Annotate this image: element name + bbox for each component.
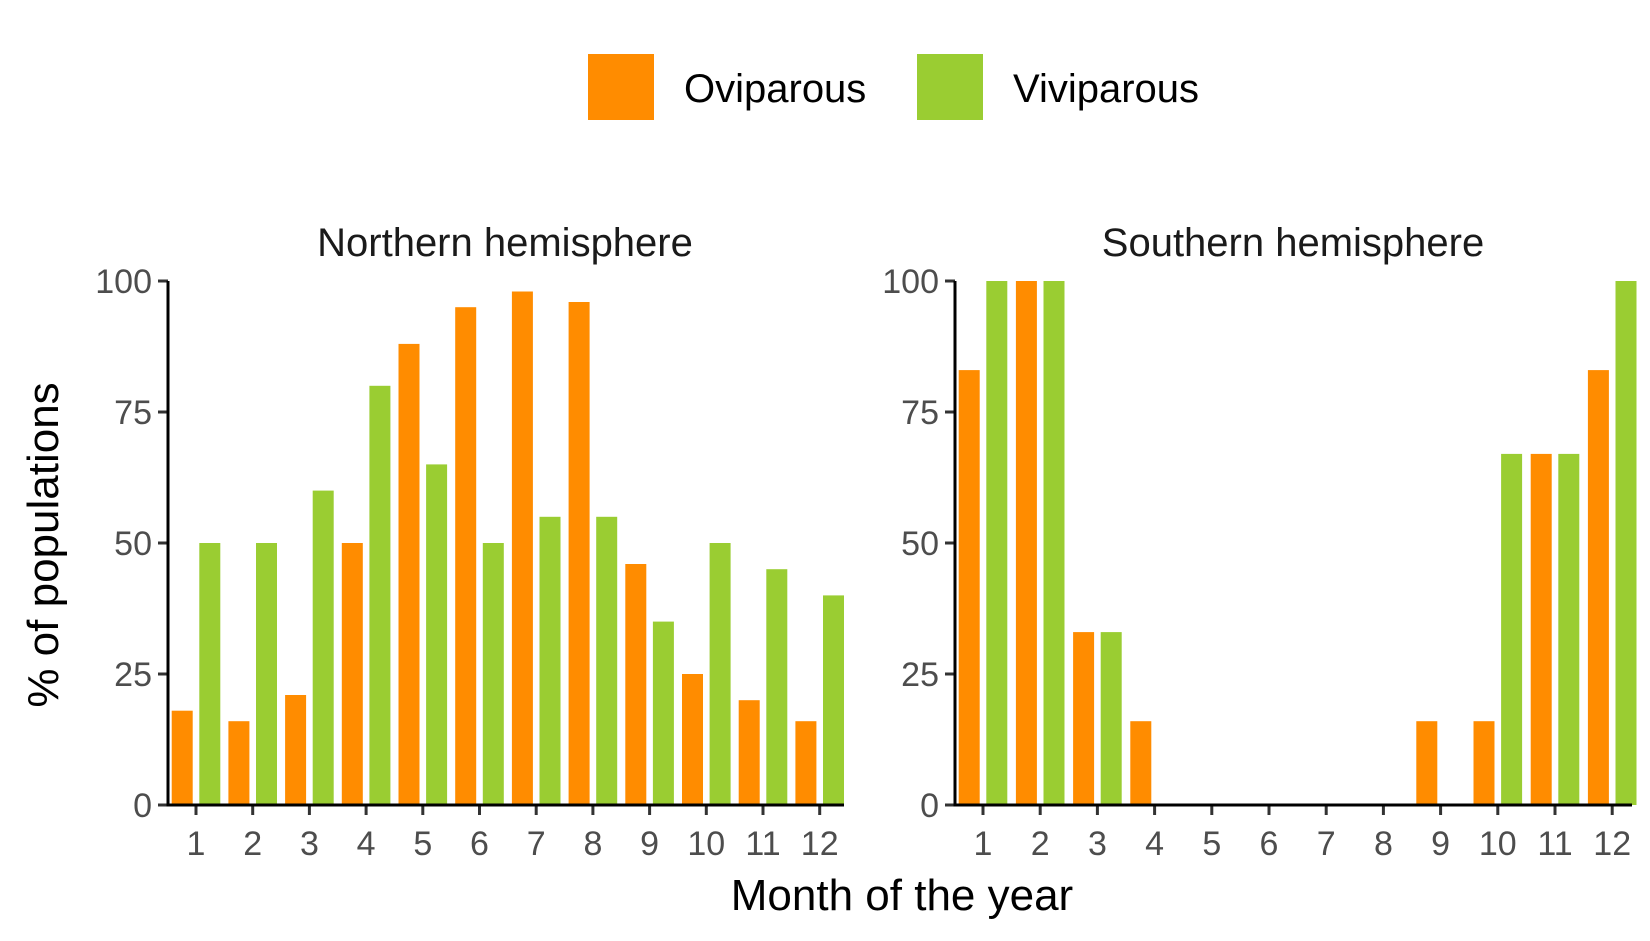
y-tick-label-southern-100: 100: [882, 263, 939, 301]
bar-northern-oviparous-10: [682, 674, 703, 805]
x-tick-label-northern-9: 9: [640, 825, 659, 863]
bar-northern-oviparous-6: [455, 307, 477, 805]
legend-swatch-oviparous: [588, 54, 654, 120]
legend: Oviparous Viviparous: [588, 54, 1199, 120]
x-tick-label-southern-11: 11: [1537, 825, 1572, 863]
y-tick-label-northern-0: 0: [133, 787, 152, 825]
x-tick-label-southern-4: 4: [1145, 825, 1164, 863]
x-tick-label-northern-12: 12: [801, 825, 839, 863]
y-tick-label-northern-50: 50: [114, 525, 152, 563]
bar-southern-oviparous-10: [1473, 721, 1495, 805]
bar-southern-viviparous-2: [1043, 281, 1065, 805]
bar-southern-viviparous-11: [1558, 453, 1580, 805]
bar-northern-oviparous-2: [228, 721, 250, 805]
y-tick-label-northern-25: 25: [114, 656, 152, 694]
x-tick-label-southern-2: 2: [1031, 825, 1050, 863]
x-tick-label-northern-11: 11: [745, 825, 780, 863]
bar-southern-oviparous-12: [1587, 370, 1609, 805]
x-tick-label-southern-1: 1: [974, 825, 993, 863]
x-tick-label-southern-10: 10: [1479, 825, 1517, 863]
bar-northern-oviparous-9: [625, 564, 647, 805]
x-tick-label-northern-10: 10: [687, 825, 725, 863]
bar-northern-oviparous-3: [285, 695, 307, 805]
x-tick-label-northern-2: 2: [243, 825, 262, 863]
x-tick-label-northern-7: 7: [527, 825, 546, 863]
bar-northern-viviparous-10: [709, 543, 731, 805]
bar-northern-oviparous-8: [568, 302, 590, 805]
bar-southern-oviparous-1: [958, 370, 980, 805]
x-tick-label-northern-3: 3: [300, 825, 319, 863]
y-tick-label-southern-0: 0: [920, 787, 939, 825]
x-tick-label-northern-1: 1: [187, 825, 206, 863]
x-tick-label-northern-8: 8: [583, 825, 602, 863]
legend-swatch-viviparous: [917, 54, 983, 120]
panel-title-northern: Northern hemisphere: [317, 221, 693, 265]
x-tick-label-southern-6: 6: [1260, 825, 1279, 863]
bar-northern-viviparous-4: [369, 385, 391, 805]
x-axis-title: Month of the year: [731, 871, 1073, 920]
y-tick-label-northern-75: 75: [114, 394, 152, 432]
x-tick-label-southern-5: 5: [1202, 825, 1221, 863]
bar-northern-oviparous-11: [738, 700, 760, 805]
x-tick-label-northern-4: 4: [357, 825, 376, 863]
bar-southern-oviparous-2: [1015, 281, 1037, 805]
bar-northern-viviparous-3: [312, 490, 334, 805]
bar-northern-viviparous-9: [652, 621, 674, 805]
bar-southern-oviparous-4: [1130, 721, 1152, 805]
x-tick-label-northern-6: 6: [470, 825, 489, 863]
x-tick-label-southern-12: 12: [1593, 825, 1631, 863]
x-tick-label-southern-7: 7: [1317, 825, 1336, 863]
bar-northern-viviparous-11: [766, 569, 788, 805]
bar-northern-oviparous-12: [795, 721, 817, 805]
legend-label-oviparous: Oviparous: [684, 67, 866, 111]
x-tick-label-northern-5: 5: [413, 825, 432, 863]
bar-southern-viviparous-10: [1501, 453, 1523, 805]
bar-northern-viviparous-1: [199, 543, 221, 805]
y-tick-label-southern-25: 25: [901, 656, 939, 694]
x-tick-label-southern-8: 8: [1374, 825, 1393, 863]
bar-southern-oviparous-11: [1530, 453, 1552, 805]
bar-southern-oviparous-3: [1073, 632, 1095, 805]
bar-northern-viviparous-6: [482, 543, 504, 805]
bar-southern-viviparous-1: [986, 281, 1008, 805]
bar-northern-viviparous-2: [256, 543, 277, 805]
x-tick-label-southern-3: 3: [1088, 825, 1107, 863]
legend-label-viviparous: Viviparous: [1013, 67, 1199, 111]
bar-northern-oviparous-5: [398, 343, 420, 805]
bar-southern-viviparous-12: [1615, 281, 1637, 805]
x-tick-label-southern-9: 9: [1431, 825, 1450, 863]
y-tick-label-northern-100: 100: [95, 263, 152, 301]
bar-northern-viviparous-8: [596, 516, 618, 805]
bar-southern-viviparous-3: [1100, 632, 1122, 805]
y-axis-title: % of populations: [19, 382, 68, 707]
y-tick-label-southern-75: 75: [901, 394, 939, 432]
bar-northern-viviparous-5: [426, 464, 448, 805]
bar-northern-oviparous-7: [511, 291, 533, 805]
bar-northern-oviparous-1: [171, 710, 193, 805]
panel-title-southern: Southern hemisphere: [1102, 221, 1484, 265]
bar-northern-viviparous-12: [823, 595, 844, 805]
bar-northern-viviparous-7: [539, 516, 561, 805]
bar-southern-oviparous-9: [1416, 721, 1438, 805]
bar-northern-oviparous-4: [341, 543, 363, 805]
y-tick-label-southern-50: 50: [901, 525, 939, 563]
